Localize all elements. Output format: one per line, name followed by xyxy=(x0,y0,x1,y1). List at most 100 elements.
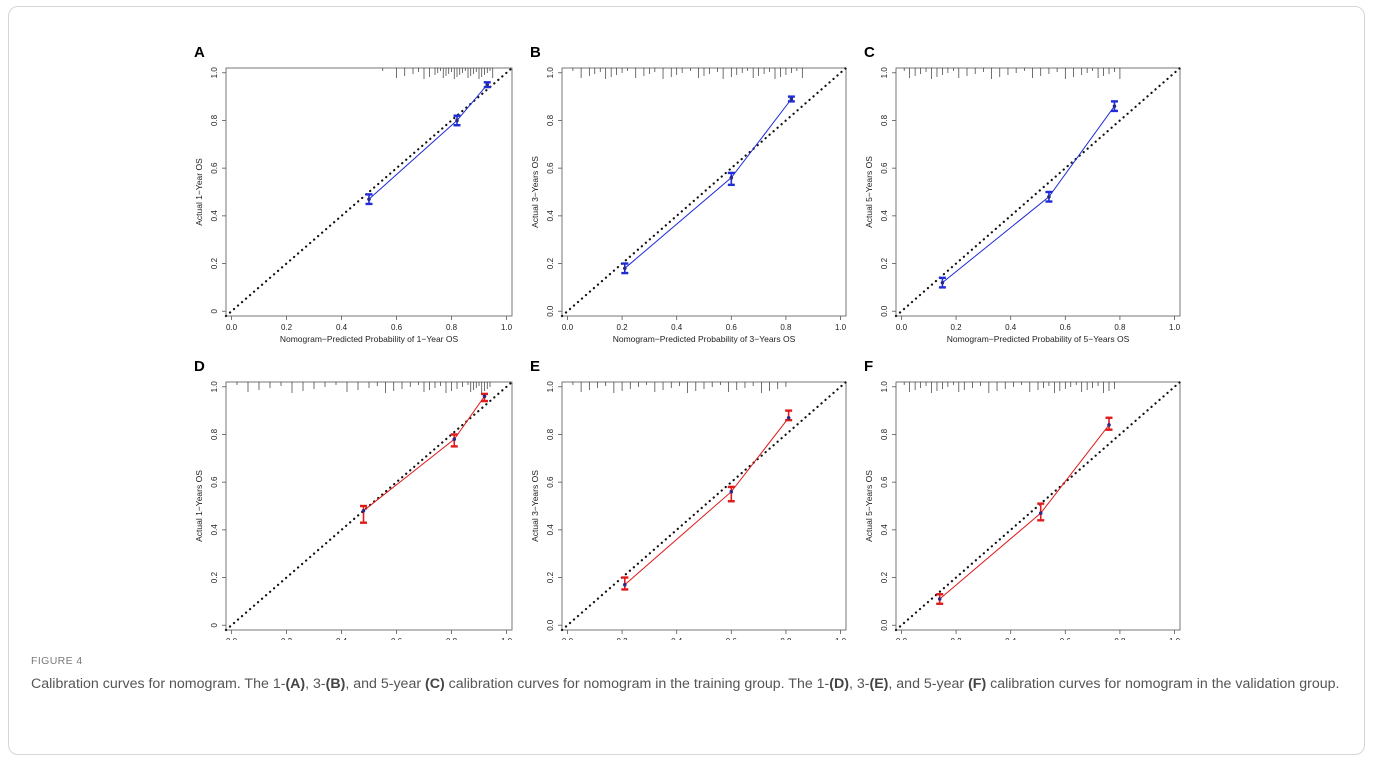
chart-panel-c: C 0.0 0.2 0.4 0.6 0.8 1.0 0.0 0.2 0.4 0.6 0.8 1.0 Nom… xyxy=(864,44,1182,344)
x-tick-label: 0.2 xyxy=(617,323,629,332)
x-tick-label: 0.6 xyxy=(1060,637,1072,640)
chart-panel-f: F0.00.20.40.60.81.00.00.20.40.60.81.0Nom… xyxy=(864,358,1182,640)
reference-diagonal xyxy=(894,380,1182,632)
caption-panel-ref: (F) xyxy=(968,676,987,692)
x-axis-title: Nomogram−Predicted Probability of 5−Year… xyxy=(947,334,1130,344)
x-tick-label: 0.4 xyxy=(671,323,683,332)
caption-panel-ref: (E) xyxy=(869,676,889,692)
y-axis-title: Actual 3−Years OS xyxy=(530,156,540,228)
x-tick-label: 0.0 xyxy=(226,323,238,332)
data-point xyxy=(361,508,366,513)
y-tick-label: 0.4 xyxy=(546,210,555,222)
caption-fragment: Calibration curves for nomogram. The 1- xyxy=(31,676,286,692)
chart-panel-a: A 0.0 0.2 0.4 0.6 0.8 1.0 0 0.2 0.4 0.6 0.8 1.0 Nomog… xyxy=(194,44,514,344)
y-tick-label: 0.6 xyxy=(210,476,219,488)
x-tick-label: 0.2 xyxy=(281,323,293,332)
plot-frame xyxy=(895,67,1181,317)
panel-letter: F xyxy=(864,358,873,375)
y-tick-label: 1.0 xyxy=(880,381,889,393)
x-tick-label: 0.4 xyxy=(1005,637,1017,640)
x-tick-label: 0.2 xyxy=(951,323,963,332)
y-tick-label: 0.2 xyxy=(210,571,219,583)
x-tick-label: 0.6 xyxy=(726,323,738,332)
data-point xyxy=(623,266,627,271)
y-tick-label: 0.6 xyxy=(880,162,889,174)
x-tick-label: 0.4 xyxy=(1005,323,1017,332)
figure-label: FIGURE 4 xyxy=(31,655,83,667)
x-tick-label: 1.0 xyxy=(835,323,847,332)
reference-diagonal xyxy=(224,380,514,632)
y-tick-label: 0.0 xyxy=(880,305,889,317)
caption-fragment: calibration curves for nomogram in the t… xyxy=(444,676,830,692)
y-tick-label: 0.4 xyxy=(210,524,219,536)
calibration-line xyxy=(624,417,790,586)
y-tick-label: 0.2 xyxy=(546,571,555,583)
plot-frame xyxy=(561,67,847,317)
y-tick-label: 0.4 xyxy=(880,210,889,222)
x-tick-label: 0.2 xyxy=(281,637,293,640)
y-tick-label: 1.0 xyxy=(210,381,219,393)
calibration-figure: A 0.0 0.2 0.4 0.6 0.8 1.0 0 0.2 0.4 0.6 0.8 1.0 Nomog… xyxy=(194,44,1182,640)
calibration-line xyxy=(942,105,1115,284)
panel-letter: D xyxy=(194,358,205,375)
data-point xyxy=(455,118,459,123)
data-point xyxy=(1112,104,1117,108)
caption-panel-ref: (B) xyxy=(325,676,346,692)
y-axis-title: Actual 1−Year OS xyxy=(194,158,204,226)
y-axis-title: Actual 5−Years OS xyxy=(864,156,874,228)
panel-letter: C xyxy=(864,44,875,61)
y-tick-label: 0.0 xyxy=(546,305,555,317)
x-axis-title: Nomogram−Predicted Probability of 1−Year… xyxy=(280,334,459,344)
panel-letter: E xyxy=(530,358,540,375)
plot-frame xyxy=(895,381,1181,631)
y-tick-label: 0.0 xyxy=(546,619,555,631)
caption-panel-ref: (C) xyxy=(425,676,445,692)
plot-frame xyxy=(561,381,847,631)
data-point xyxy=(940,280,945,285)
chart-panel-d: D0.00.20.40.60.81.000.20.40.60.81.0Nomog… xyxy=(194,358,514,640)
chart-panel-e: E0.00.20.40.60.81.00.00.20.40.60.81.0Nom… xyxy=(530,358,848,640)
x-tick-label: 0.8 xyxy=(1114,323,1126,332)
figure-caption: FIGURE 4 Calibration curves for nomogram… xyxy=(31,655,1351,695)
x-tick-label: 0.4 xyxy=(336,323,348,332)
data-point xyxy=(786,415,791,420)
data-point xyxy=(623,582,627,587)
y-tick-label: 0.8 xyxy=(210,428,219,440)
x-tick-label: 0.2 xyxy=(617,637,629,640)
y-tick-label: 1.0 xyxy=(880,67,889,79)
y-tick-label: 0.8 xyxy=(546,428,555,440)
y-tick-label: 0.8 xyxy=(880,114,889,126)
y-axis-title: Actual 5−Years OS xyxy=(864,470,874,542)
data-point xyxy=(482,394,487,399)
x-tick-label: 0.0 xyxy=(896,323,908,332)
y-tick-label: 0.8 xyxy=(880,428,889,440)
data-point xyxy=(1047,194,1051,199)
caption-panel-ref: (D) xyxy=(829,676,849,692)
y-tick-label: 0.6 xyxy=(880,476,889,488)
y-tick-label: 1.0 xyxy=(546,67,555,79)
panel-letter: B xyxy=(530,44,541,61)
y-tick-label: 1.0 xyxy=(546,381,555,393)
plot-frame xyxy=(225,67,513,317)
x-tick-label: 0.8 xyxy=(446,323,458,332)
x-tick-label: 0.6 xyxy=(1060,323,1072,332)
x-tick-label: 1.0 xyxy=(1169,637,1181,640)
x-tick-label: 0.6 xyxy=(391,323,403,332)
y-tick-label: 0.4 xyxy=(880,524,889,536)
calibration-line xyxy=(368,84,488,200)
y-tick-label: 0.0 xyxy=(880,619,889,631)
x-tick-label: 0.4 xyxy=(671,637,683,640)
y-tick-label: 0.2 xyxy=(880,571,889,583)
panel-letter: A xyxy=(194,44,205,61)
x-tick-label: 0.6 xyxy=(391,637,403,640)
x-tick-label: 1.0 xyxy=(501,323,513,332)
y-tick-label: 1.0 xyxy=(210,67,219,79)
reference-diagonal xyxy=(560,380,848,632)
x-tick-label: 0.2 xyxy=(951,637,963,640)
y-tick-label: 0.4 xyxy=(546,524,555,536)
data-point xyxy=(367,197,371,201)
y-tick-label: 0.6 xyxy=(546,162,555,174)
y-tick-label: 0.8 xyxy=(210,114,219,126)
y-tick-label: 0.2 xyxy=(210,257,219,269)
figure-frame xyxy=(8,6,1365,755)
